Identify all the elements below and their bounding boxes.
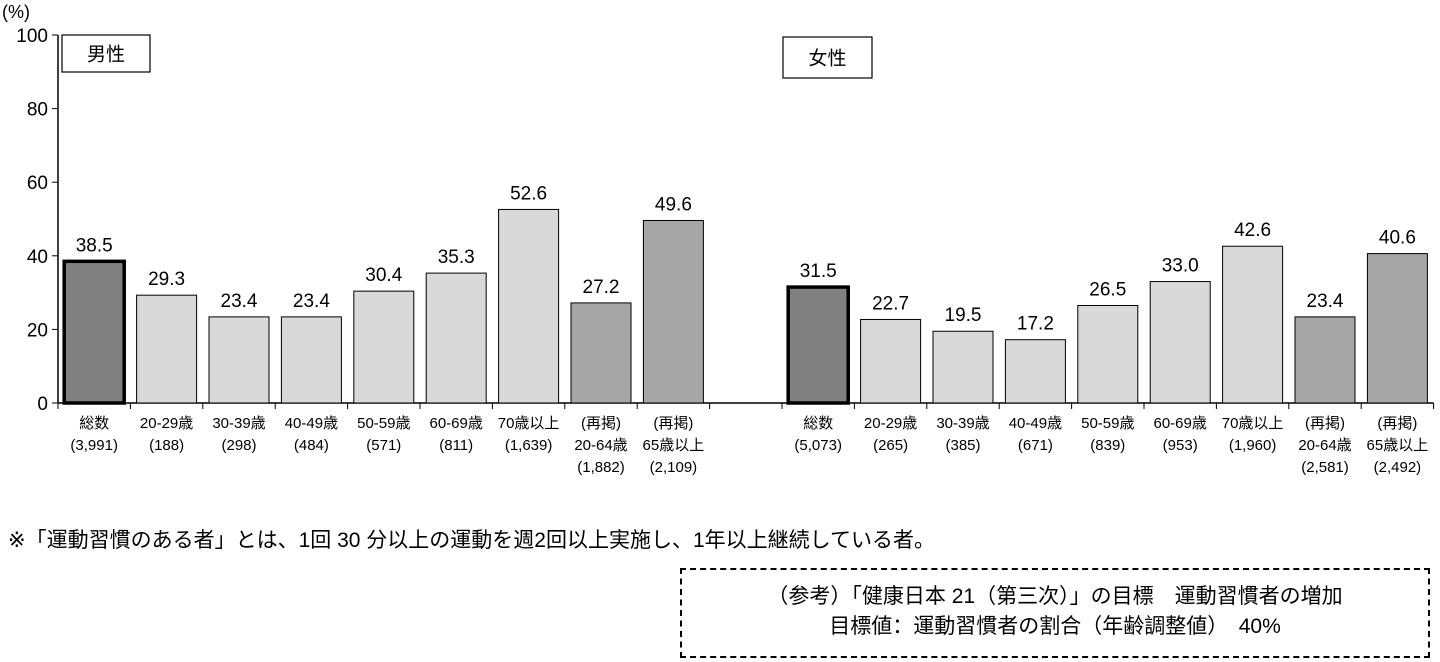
- category-label: 総数: [803, 415, 833, 432]
- data-label: 23.4: [293, 291, 330, 312]
- data-label: 22.7: [872, 293, 909, 314]
- bar: [570, 302, 632, 404]
- category-label: (1,960): [1229, 437, 1277, 454]
- data-label: 38.5: [76, 235, 113, 256]
- data-label: 35.3: [438, 247, 475, 268]
- data-label: 19.5: [945, 305, 982, 326]
- category-label: 40-49歳: [285, 415, 338, 432]
- category-label: 30-39歳: [212, 415, 265, 432]
- data-label: 27.2: [583, 277, 620, 298]
- bar: [1366, 253, 1428, 404]
- category-label: (265): [873, 437, 908, 454]
- reference-line-2: 目標値：運動習慣者の割合（年齢調整値） 40%: [829, 615, 1281, 638]
- data-label: 17.2: [1017, 314, 1054, 335]
- data-label: 26.5: [1089, 279, 1126, 300]
- data-label: 31.5: [800, 261, 837, 282]
- category-label: 20-29歳: [140, 415, 193, 432]
- category-label: 20-29歳: [864, 415, 917, 432]
- category-label: 60-69歳: [1154, 415, 1207, 432]
- y-tick-label: 40: [27, 247, 48, 268]
- data-label: 40.6: [1379, 228, 1416, 249]
- category-label: (再掲): [581, 415, 621, 432]
- y-tick-label: 20: [27, 320, 48, 341]
- category-label: (298): [221, 437, 256, 454]
- category-label: (2,109): [650, 459, 698, 476]
- bar: [208, 316, 270, 404]
- bar: [860, 318, 922, 404]
- category-label: 60-69歳: [430, 415, 483, 432]
- bar: [136, 294, 198, 404]
- category-label: (839): [1090, 437, 1125, 454]
- data-label: 29.3: [148, 269, 185, 290]
- category-label: 20-64歳: [574, 437, 627, 454]
- bar: [425, 272, 487, 404]
- y-tick-label: 0: [37, 394, 48, 415]
- bar: [1004, 339, 1066, 404]
- category-label: 50-59歳: [357, 415, 410, 432]
- y-tick-label: 100: [16, 26, 48, 47]
- category-label: (2,581): [1301, 459, 1349, 476]
- category-label: 40-49歳: [1009, 415, 1062, 432]
- bar: [932, 330, 994, 404]
- legend-box-1: [782, 36, 873, 79]
- category-label: (1,882): [577, 459, 625, 476]
- bar: [1077, 304, 1139, 404]
- data-label: 30.4: [365, 265, 402, 286]
- data-label: 33.0: [1162, 256, 1199, 277]
- category-label: 70歳以上: [1222, 415, 1284, 432]
- category-label: (188): [149, 437, 184, 454]
- y-tick-label: 60: [27, 173, 48, 194]
- group-label: 男性: [87, 44, 125, 66]
- bar: [62, 259, 126, 405]
- data-label: 49.6: [655, 194, 692, 215]
- category-label: 50-59歳: [1081, 415, 1134, 432]
- bar: [280, 316, 342, 404]
- reference-line-1: （参考）「健康日本 21（第三次）」の目標 運動習慣者の増加: [767, 585, 1343, 608]
- category-label: (571): [366, 437, 401, 454]
- category-label: (3,991): [70, 437, 118, 454]
- category-label: (再掲): [1377, 415, 1417, 432]
- bar: [642, 219, 704, 404]
- data-label: 52.6: [510, 183, 547, 204]
- category-label: (再掲): [1305, 415, 1345, 432]
- group-label: 女性: [808, 48, 846, 70]
- category-label: (2,492): [1374, 459, 1422, 476]
- data-label: 42.6: [1234, 220, 1271, 241]
- category-label: (385): [945, 437, 980, 454]
- category-label: 65歳以上: [643, 437, 705, 454]
- bar: [786, 285, 850, 405]
- category-label: 総数: [79, 415, 109, 432]
- bar: [1222, 245, 1284, 404]
- footnote: ※「運動習慣のある者」とは、1回 30 分以上の運動を週2回以上実施し、1年以上…: [8, 529, 936, 552]
- category-label: (1,639): [505, 437, 553, 454]
- bar: [1294, 316, 1356, 404]
- legend-box-0: [61, 34, 151, 73]
- bar: [353, 290, 415, 404]
- bar: [1149, 281, 1211, 404]
- category-label: 20-64歳: [1298, 437, 1351, 454]
- y-tick-label: 80: [27, 100, 48, 121]
- reference-box: （参考）「健康日本 21（第三次）」の目標 運動習慣者の増加 目標値：運動習慣者…: [680, 568, 1430, 658]
- category-label: (484): [294, 437, 329, 454]
- category-label: (再掲): [653, 415, 693, 432]
- category-label: (953): [1163, 437, 1198, 454]
- y-axis-label: (%): [2, 2, 30, 22]
- bar: [498, 208, 560, 404]
- category-label: 30-39歳: [936, 415, 989, 432]
- category-label: (671): [1018, 437, 1053, 454]
- category-label: 70歳以上: [498, 415, 560, 432]
- bar-chart: (%) 0 20 40 60 80 100 男性 38.5 総数 (3,991) 29.3 20-29歳…: [2, 2, 1435, 476]
- data-label: 23.4: [221, 291, 258, 312]
- data-label: 23.4: [1307, 291, 1344, 312]
- category-label: 65歳以上: [1367, 437, 1429, 454]
- category-label: (5,073): [794, 437, 842, 454]
- category-label: (811): [439, 437, 473, 454]
